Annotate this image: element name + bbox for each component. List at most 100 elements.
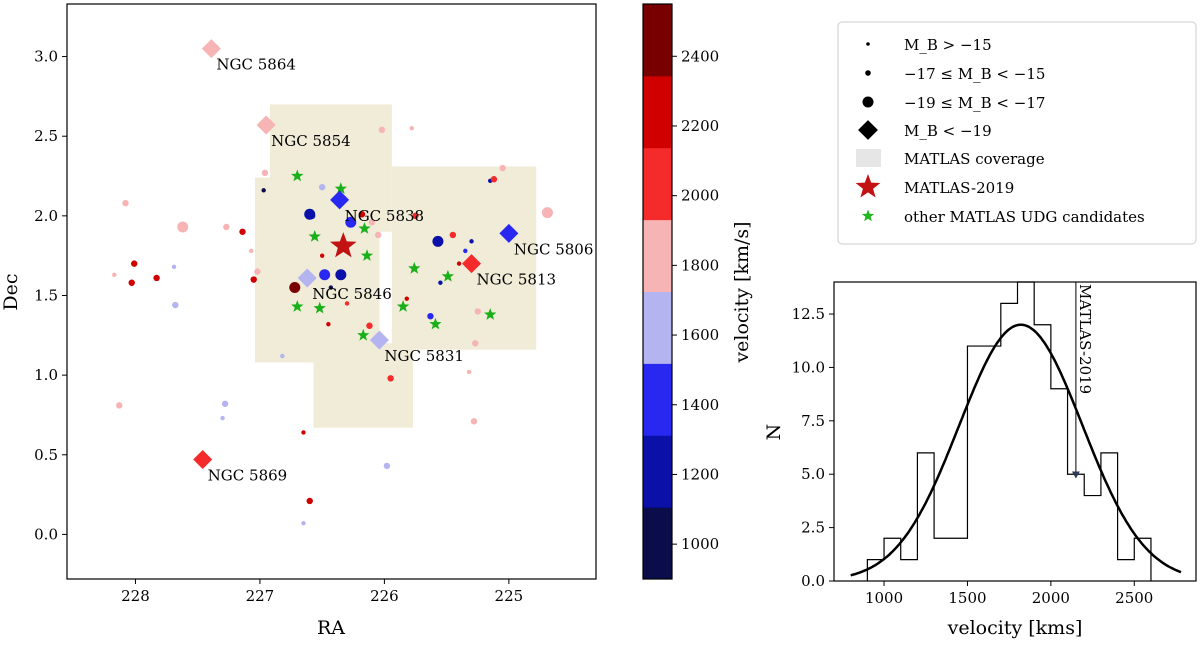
- colorbar-segment: [643, 75, 672, 149]
- matlas-2019-marker: [330, 232, 357, 258]
- colorbar-segment: [643, 219, 672, 292]
- scatter-y-label: Dec: [0, 273, 22, 310]
- mid-galaxy-point: [432, 235, 444, 247]
- scatter-frame: [66, 3, 597, 580]
- bright-galaxy-label: NGC 5864: [216, 56, 296, 74]
- histogram-x-tick-label: 1000: [865, 589, 903, 607]
- small-galaxy-point: [368, 219, 376, 226]
- legend-label-matlas: MATLAS-2019: [904, 179, 1014, 197]
- matlas-2019-arrow-head: [1071, 471, 1080, 479]
- histogram-panel: MATLAS-2019 1000 1500 2000 2500 0.0 2.5 5.0 7.…: [763, 281, 1197, 639]
- scatter-x-tick-label: 227: [246, 587, 275, 605]
- small-galaxy-point: [378, 126, 386, 134]
- scatter-x-tick-label: 228: [121, 587, 150, 605]
- small-galaxy-point: [261, 169, 269, 177]
- legend-label-mb19: M_B < −19: [904, 122, 992, 140]
- faint-galaxy-point: [220, 415, 225, 421]
- mid-galaxy-point: [289, 282, 301, 294]
- small-galaxy-point: [122, 199, 129, 207]
- histogram-x-label: velocity [kms]: [947, 617, 1083, 639]
- scatter-y-tick-label: 0.0: [34, 525, 58, 543]
- faint-galaxy-point: [280, 353, 285, 359]
- udg-candidate-star: [334, 182, 347, 194]
- udg-candidate-star: [408, 261, 421, 274]
- colorbar-tick-label: 2200: [681, 117, 719, 135]
- small-galaxy-point: [366, 322, 373, 329]
- bright-galaxy-marker: [369, 330, 389, 350]
- scatter-y-tick-label: 3.0: [34, 48, 58, 66]
- gaussian-fit-curve: [850, 323, 1182, 577]
- udg-candidate-star: [291, 300, 304, 312]
- faint-galaxy-point: [404, 296, 410, 301]
- bright-galaxy-marker: [193, 450, 213, 470]
- small-galaxy-point: [306, 497, 313, 505]
- legend-label-udg: other MATLAS UDG candidates: [904, 208, 1145, 226]
- mid-galaxy-point: [319, 269, 331, 281]
- small-galaxies: [116, 126, 506, 505]
- colorbar-tick-label: 1400: [681, 396, 719, 414]
- matlas-2019-star: [330, 232, 357, 258]
- histogram-x-ticks: 1000 1500 2000 2500: [865, 581, 1153, 607]
- mid-galaxy-point: [345, 216, 357, 228]
- colorbar-segment: [643, 435, 672, 508]
- bright-galaxy-labels: NGC 5864 NGC 5854 NGC 5838 NGC 5806 NGC 5813…: [208, 56, 594, 485]
- udg-candidate-star: [484, 308, 497, 320]
- faint-galaxy-point: [301, 521, 306, 526]
- udg-candidate-star: [429, 317, 442, 330]
- histogram-steps: [866, 281, 1152, 581]
- colorbar-frame: [642, 3, 673, 580]
- legend-coverage-swatch: [856, 149, 881, 167]
- udg-candidate-star: [313, 301, 326, 314]
- bright-galaxy-marker: [330, 190, 350, 210]
- small-galaxy-point: [374, 231, 382, 239]
- scatter-y-ticks: 0.0 0.5 1.0 1.5 2.0 2.5 3.0: [34, 48, 67, 543]
- bright-galaxy-label: NGC 5869: [208, 467, 288, 485]
- faint-galaxy-point: [301, 430, 306, 435]
- scatter-y-tick-label: 1.5: [34, 286, 58, 304]
- colorbar-ticks: 1000 1200 1400 1600 1800 2000 2200 2400: [672, 47, 719, 553]
- small-galaxy-point: [223, 223, 230, 231]
- small-galaxy-point: [250, 276, 257, 283]
- udg-candidate-star: [396, 300, 410, 312]
- colorbar-segment: [643, 363, 672, 436]
- colorbar-segment: [643, 4, 672, 77]
- scatter-y-tick-label: 2.0: [34, 207, 58, 225]
- small-galaxy-point: [116, 402, 123, 409]
- small-galaxy-point: [239, 228, 246, 235]
- colorbar-tick-label: 1800: [681, 256, 719, 274]
- faint-galaxy-point: [328, 285, 334, 290]
- histogram-y-label: N: [763, 424, 785, 441]
- bright-galaxy-marker: [201, 39, 221, 59]
- histogram-y-tick-label: 2.5: [801, 519, 825, 537]
- legend-marker-faint: [866, 42, 870, 46]
- mid-galaxy-point: [177, 221, 189, 233]
- faint-galaxy-point: [319, 253, 325, 258]
- velocity-colorbar: 1000 1200 1400 1600 1800 2000 2200 2400 velocit…: [642, 3, 753, 580]
- bright-galaxy-label: NGC 5806: [514, 240, 594, 258]
- faint-galaxy-point: [466, 369, 472, 375]
- matlas-2019-annotation: MATLAS-2019: [1076, 284, 1094, 394]
- bright-galaxy-marker: [462, 254, 482, 274]
- small-galaxy-point: [172, 301, 179, 309]
- small-galaxy-point: [254, 268, 261, 275]
- udg-candidate-star: [291, 169, 304, 182]
- matlas-coverage-area: [254, 104, 537, 428]
- bright-galaxy-label: NGC 5831: [384, 347, 464, 365]
- small-galaxy-point: [470, 418, 478, 425]
- small-galaxy-point: [318, 183, 326, 191]
- small-galaxy-point: [153, 274, 160, 282]
- small-galaxy-point: [128, 279, 135, 286]
- histogram-y-tick-label: 0.0: [801, 572, 825, 590]
- small-galaxy-point: [221, 400, 229, 407]
- bright-galaxies: [193, 39, 519, 470]
- bright-galaxy-marker: [256, 115, 276, 135]
- scatter-panel: NGC 5864 NGC 5854 NGC 5838 NGC 5806 NGC 5813…: [0, 3, 597, 639]
- small-galaxy-point: [499, 164, 506, 172]
- udg-candidate-star: [360, 249, 374, 261]
- small-galaxy-point: [131, 260, 138, 267]
- legend-label-mb1917: −19 ≤ M_B < −17: [904, 94, 1045, 112]
- colorbar-tick-label: 1000: [681, 535, 719, 553]
- coverage-region-2: [313, 343, 414, 428]
- small-galaxy-point: [474, 308, 481, 315]
- mid-galaxies: [177, 207, 553, 294]
